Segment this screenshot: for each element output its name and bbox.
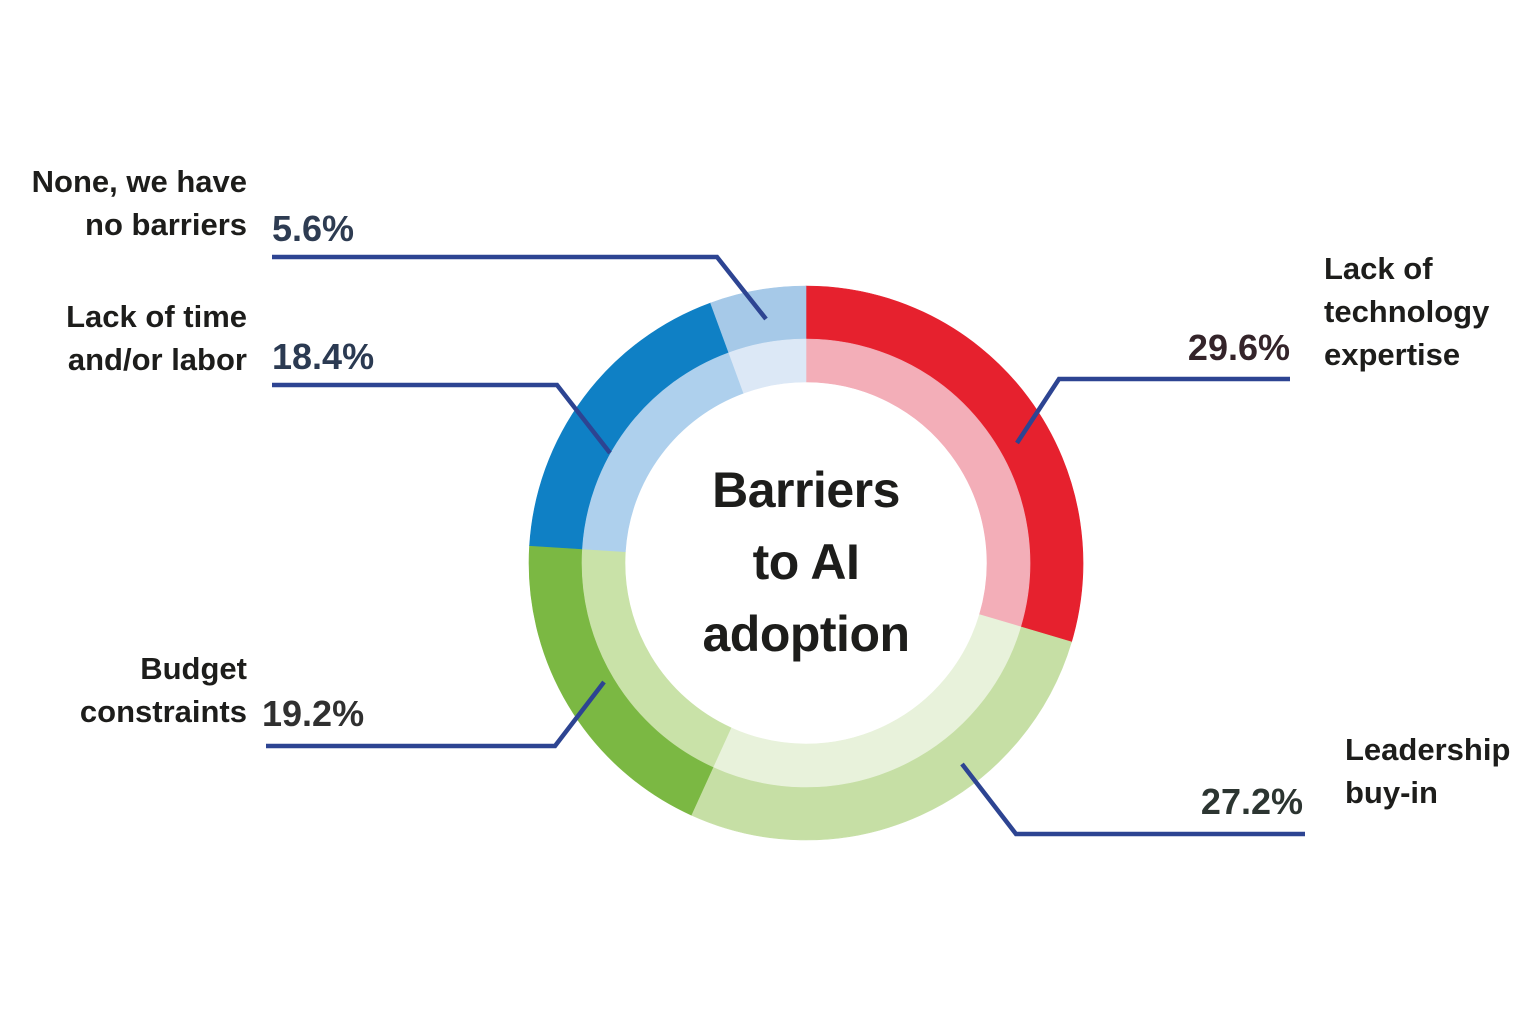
donut-segment-none-inner <box>728 338 807 394</box>
leader-line-lack-of-time <box>272 382 612 455</box>
leader-line-budget-constraints <box>266 680 606 749</box>
label-lack-of-technology-expertise: Lack of technology expertise <box>1324 251 1490 372</box>
chart-title: Barriers to AI adoption <box>556 454 1056 670</box>
label-none-we-have-no-barriers: None, we have no barriers <box>31 164 247 242</box>
label-budget-constraints: Budget constraints <box>79 651 247 729</box>
value-budget-constraints: 19.2% <box>262 693 365 734</box>
chart-title-line-2: to AI <box>752 534 860 590</box>
chart-title-line-1: Barriers <box>712 462 900 518</box>
label-lack-of-time: Lack of time and/or labor <box>66 299 247 377</box>
value-lack-of-technology-expertise: 29.6% <box>1187 327 1290 368</box>
chart-title-line-3: adoption <box>702 606 910 662</box>
leader-lines <box>266 254 1305 837</box>
value-leadership-buy-in: 27.2% <box>1200 781 1303 822</box>
leader-line-lack-of-technology <box>1015 376 1290 445</box>
leader-line-none-we-have-no-barriers <box>272 254 768 321</box>
leader-line-leadership-buy-in <box>960 762 1305 837</box>
value-none-we-have-no-barriers: 5.6% <box>272 208 355 249</box>
donut-rings <box>528 285 1084 841</box>
value-lack-of-time: 18.4% <box>272 336 375 377</box>
label-leadership-buy-in: Leadership buy-in <box>1345 732 1511 810</box>
